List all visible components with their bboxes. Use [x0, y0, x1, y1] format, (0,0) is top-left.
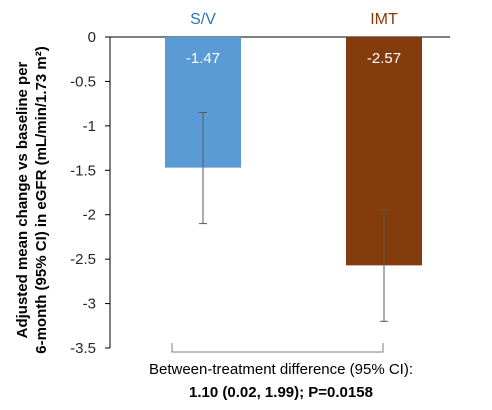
data-label: -1.47 — [186, 50, 220, 67]
data-label: -2.57 — [367, 50, 401, 67]
y-tick-label: -1 — [83, 118, 96, 135]
bars-group — [165, 37, 422, 266]
error-bars-group — [199, 112, 388, 322]
data-labels-group: -1.47 -2.57 — [186, 50, 401, 67]
difference-bracket — [171, 343, 384, 353]
y-axis-label-line1: Adjusted mean change vs baseline per — [14, 61, 31, 338]
category-label: IMT — [370, 11, 398, 28]
y-tick-label: -2.5 — [70, 251, 96, 268]
category-labels-group: S/V IMT — [190, 11, 398, 28]
y-axis-ticks: 0 -0.5 -1 -1.5 -2 -2.5 -3 -3.5 — [70, 29, 110, 357]
y-tick-label: 0 — [88, 29, 96, 46]
y-tick-label: -3 — [83, 296, 96, 313]
category-label: S/V — [190, 11, 216, 28]
y-tick-label: -0.5 — [70, 73, 96, 90]
y-tick-label: -2 — [83, 207, 96, 224]
annotation-line2: 1.10 (0.02, 1.99); P=0.0158 — [189, 384, 373, 401]
y-tick-label: -3.5 — [70, 340, 96, 357]
annotation-line1: Between-treatment difference (95% CI): — [149, 361, 413, 378]
y-axis-label-line2: 6-month (95% CI) in eGFR (mL/min/1.73 m²… — [33, 46, 50, 354]
y-tick-label: -1.5 — [70, 162, 96, 179]
